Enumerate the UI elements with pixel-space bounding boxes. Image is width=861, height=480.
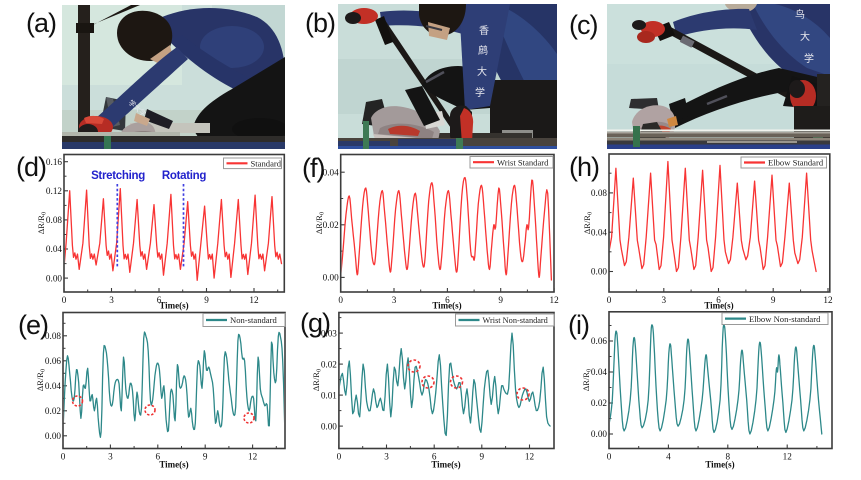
- svg-text:大: 大: [800, 30, 810, 43]
- svg-text:0.06: 0.06: [591, 336, 607, 346]
- svg-text:0.00: 0.00: [591, 267, 607, 277]
- svg-text:6: 6: [156, 452, 161, 462]
- svg-text:12: 12: [823, 295, 833, 305]
- svg-text:12: 12: [248, 452, 258, 462]
- svg-text:8: 8: [726, 452, 731, 462]
- svg-text:Time(s): Time(s): [431, 460, 460, 470]
- svg-text:鸟: 鸟: [795, 8, 805, 21]
- svg-text:Time(s): Time(s): [704, 301, 733, 311]
- svg-text:学: 学: [804, 52, 814, 65]
- svg-text:Elbow Standard: Elbow Standard: [768, 158, 824, 168]
- svg-text:0.02: 0.02: [591, 398, 607, 408]
- svg-text:0.02: 0.02: [321, 359, 337, 369]
- svg-text:0.08: 0.08: [46, 215, 62, 225]
- svg-text:Time(s): Time(s): [432, 301, 461, 311]
- svg-text:0: 0: [61, 452, 66, 462]
- svg-text:0.04: 0.04: [323, 167, 339, 177]
- svg-text:Wrist Standard: Wrist Standard: [497, 157, 549, 167]
- svg-text:9: 9: [203, 452, 208, 462]
- svg-text:12: 12: [783, 452, 793, 462]
- svg-text:3: 3: [109, 295, 114, 305]
- svg-text:6: 6: [157, 295, 162, 305]
- svg-text:0.00: 0.00: [321, 421, 337, 431]
- svg-text:Time(s): Time(s): [705, 460, 734, 470]
- svg-text:Non-standard: Non-standard: [230, 315, 277, 325]
- svg-text:0.03: 0.03: [321, 328, 337, 338]
- svg-text:6: 6: [716, 295, 721, 305]
- svg-text:ΔR/R0: ΔR/R0: [582, 212, 594, 234]
- svg-text:0.00: 0.00: [323, 273, 339, 283]
- svg-text:9: 9: [498, 295, 503, 305]
- svg-text:0: 0: [337, 452, 342, 462]
- svg-text:6: 6: [432, 452, 437, 462]
- svg-text:鹧: 鹧: [478, 44, 488, 57]
- svg-text:0.02: 0.02: [323, 220, 339, 230]
- svg-text:0.16: 0.16: [46, 157, 62, 167]
- svg-text:0.04: 0.04: [45, 381, 61, 391]
- svg-text:0.04: 0.04: [46, 244, 62, 254]
- svg-text:0.00: 0.00: [591, 429, 607, 439]
- svg-text:9: 9: [204, 295, 209, 305]
- svg-text:Elbow Non-standard: Elbow Non-standard: [749, 314, 821, 324]
- svg-text:Time(s): Time(s): [159, 301, 188, 311]
- svg-text:0.12: 0.12: [46, 186, 62, 196]
- svg-text:0.08: 0.08: [45, 331, 61, 341]
- svg-text:0.01: 0.01: [321, 390, 337, 400]
- svg-text:ΔR/R0: ΔR/R0: [314, 212, 326, 234]
- svg-text:0: 0: [607, 295, 612, 305]
- svg-text:ΔR/R0: ΔR/R0: [311, 369, 323, 391]
- svg-text:ΔR/R0: ΔR/R0: [36, 212, 48, 234]
- svg-text:Time(s): Time(s): [159, 460, 188, 470]
- svg-text:0.00: 0.00: [46, 273, 62, 283]
- svg-text:0: 0: [607, 452, 612, 462]
- svg-text:Standard: Standard: [251, 158, 282, 168]
- svg-text:0.06: 0.06: [45, 356, 61, 366]
- svg-text:0.04: 0.04: [591, 227, 607, 237]
- svg-text:12: 12: [550, 295, 560, 305]
- svg-text:6: 6: [445, 295, 450, 305]
- svg-text:9: 9: [771, 295, 776, 305]
- svg-text:ΔR/R0: ΔR/R0: [35, 369, 47, 391]
- svg-text:0: 0: [338, 295, 343, 305]
- svg-text:12: 12: [525, 452, 535, 462]
- svg-text:3: 3: [392, 295, 397, 305]
- svg-text:ΔR/R0: ΔR/R0: [581, 369, 593, 391]
- svg-text:Rotating: Rotating: [162, 170, 207, 182]
- svg-text:0.02: 0.02: [45, 406, 61, 416]
- svg-text:0.08: 0.08: [591, 188, 607, 198]
- svg-text:0.04: 0.04: [591, 367, 607, 377]
- svg-text:3: 3: [662, 295, 667, 305]
- svg-text:大: 大: [477, 65, 487, 78]
- svg-text:香: 香: [479, 25, 489, 37]
- svg-text:Wrist Non-standard: Wrist Non-standard: [483, 316, 549, 325]
- svg-text:学: 学: [475, 86, 485, 99]
- svg-text:12: 12: [249, 295, 259, 305]
- svg-text:0.00: 0.00: [45, 431, 61, 441]
- svg-text:0: 0: [62, 295, 67, 305]
- svg-text:3: 3: [384, 452, 389, 462]
- svg-text:4: 4: [666, 452, 671, 462]
- svg-text:9: 9: [480, 452, 485, 462]
- svg-text:3: 3: [108, 452, 113, 462]
- svg-text:Stretching: Stretching: [91, 170, 145, 182]
